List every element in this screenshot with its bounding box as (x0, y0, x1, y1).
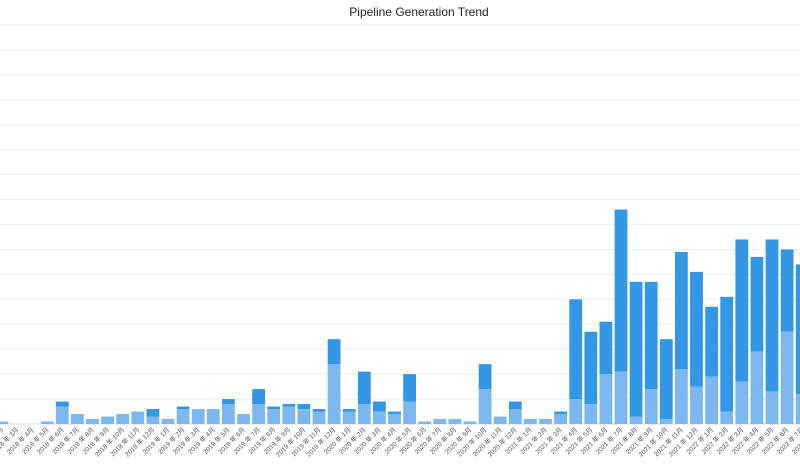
bar-segment-lower[interactable] (237, 414, 250, 424)
bar-series (0, 209, 800, 424)
bar-segment-lower[interactable] (161, 419, 175, 424)
bar-segment-lower[interactable] (342, 411, 356, 424)
bar-segment-upper[interactable] (297, 404, 311, 410)
bar-segment-lower[interactable] (735, 381, 749, 424)
bar-segment-upper[interactable] (659, 339, 673, 420)
bar-segment-lower[interactable] (524, 419, 537, 424)
bar-segment-upper[interactable] (342, 409, 356, 412)
bar-segment-lower[interactable] (720, 411, 734, 424)
bar-segment-lower[interactable] (644, 389, 658, 424)
bar-segment-upper[interactable] (690, 271, 703, 387)
bar-segment-lower[interactable] (493, 416, 507, 424)
bar-segment-lower[interactable] (539, 419, 552, 424)
bar-segment-lower[interactable] (176, 409, 190, 424)
bar-segment-upper[interactable] (222, 399, 235, 405)
bar-segment-upper[interactable] (373, 401, 386, 412)
bar-segment-upper[interactable] (765, 239, 779, 392)
bar-segment-lower[interactable] (508, 409, 522, 424)
bar-segment-lower[interactable] (312, 411, 326, 424)
bar-segment-lower[interactable] (116, 414, 130, 424)
bar-segment-lower[interactable] (71, 414, 84, 424)
bar-segment-upper[interactable] (720, 296, 734, 412)
bar-segment-lower[interactable] (357, 404, 371, 424)
gridlines (0, 24, 800, 425)
bar-segment-lower[interactable] (373, 411, 386, 424)
bar-segment-lower[interactable] (765, 391, 779, 424)
bar-segment-lower[interactable] (403, 401, 416, 424)
bar-segment-upper[interactable] (176, 406, 190, 410)
bar-segment-upper[interactable] (569, 299, 583, 400)
bar-segment-lower[interactable] (705, 376, 718, 424)
bar-segment-upper[interactable] (644, 281, 658, 390)
bar-segment-lower[interactable] (629, 416, 643, 424)
bar-segment-upper[interactable] (508, 401, 522, 410)
bar-segment-lower[interactable] (282, 406, 296, 424)
bar-segment-upper[interactable] (403, 374, 416, 402)
bar-segment-lower[interactable] (780, 331, 794, 424)
bar-segment-upper[interactable] (795, 264, 800, 395)
bar-segment-upper[interactable] (629, 281, 643, 417)
bar-segment-lower[interactable] (448, 419, 462, 424)
bar-segment-lower[interactable] (55, 406, 69, 424)
bar-segment-upper[interactable] (614, 209, 628, 372)
bar-segment-lower[interactable] (86, 419, 99, 424)
bar-segment-lower[interactable] (388, 414, 401, 424)
bar-segment-upper[interactable] (675, 251, 688, 370)
bar-segment-upper[interactable] (357, 371, 371, 405)
bar-segment-lower[interactable] (659, 419, 673, 424)
bar-segment-lower[interactable] (795, 394, 800, 424)
bar-segment-upper[interactable] (146, 409, 160, 417)
bar-segment-lower[interactable] (569, 399, 583, 424)
bar-segment-upper[interactable] (327, 339, 341, 365)
bar-segment-upper[interactable] (705, 306, 718, 377)
bar-segment-upper[interactable] (282, 404, 296, 407)
bar-segment-lower[interactable] (418, 421, 432, 424)
bar-segment-lower[interactable] (599, 374, 613, 424)
bar-segment-lower[interactable] (252, 404, 265, 424)
bar-segment-lower[interactable] (146, 416, 160, 424)
bar-segment-upper[interactable] (750, 256, 764, 352)
bar-segment-upper[interactable] (554, 411, 567, 415)
bar-segment-lower[interactable] (584, 404, 598, 424)
bar-segment-upper[interactable] (735, 239, 749, 382)
bar-segment-upper[interactable] (388, 411, 401, 415)
bar-segment-lower[interactable] (131, 411, 145, 424)
bar-segment-lower[interactable] (206, 409, 220, 424)
bar-segment-lower[interactable] (433, 419, 447, 424)
bar-segment-lower[interactable] (101, 416, 114, 424)
bar-segment-upper[interactable] (252, 389, 265, 405)
bar-segment-lower[interactable] (297, 409, 311, 424)
bar-segment-lower[interactable] (191, 409, 205, 424)
bar-segment-upper[interactable] (312, 409, 326, 412)
bar-segment-lower[interactable] (750, 351, 764, 424)
bar-segment-upper[interactable] (55, 401, 69, 407)
bar-segment-lower[interactable] (0, 421, 9, 424)
bar-segment-upper[interactable] (599, 321, 613, 375)
bar-segment-lower[interactable] (675, 369, 688, 424)
bar-segment-lower[interactable] (690, 386, 703, 424)
bar-segment-lower[interactable] (222, 404, 235, 424)
bar-segment-lower[interactable] (267, 409, 281, 424)
bar-segment-lower[interactable] (554, 414, 567, 424)
bar-segment-lower[interactable] (614, 371, 628, 424)
bar-segment-lower[interactable] (478, 389, 492, 424)
chart-title: Pipeline Generation Trend (349, 5, 489, 19)
bar-segment-upper[interactable] (584, 331, 598, 405)
bar-segment-lower[interactable] (40, 421, 54, 424)
bar-segment-upper[interactable] (780, 249, 794, 332)
bar-segment-upper[interactable] (478, 364, 492, 390)
bar-segment-upper[interactable] (267, 406, 281, 410)
bar-segment-lower[interactable] (463, 421, 477, 424)
bar-segment-lower[interactable] (327, 364, 341, 424)
